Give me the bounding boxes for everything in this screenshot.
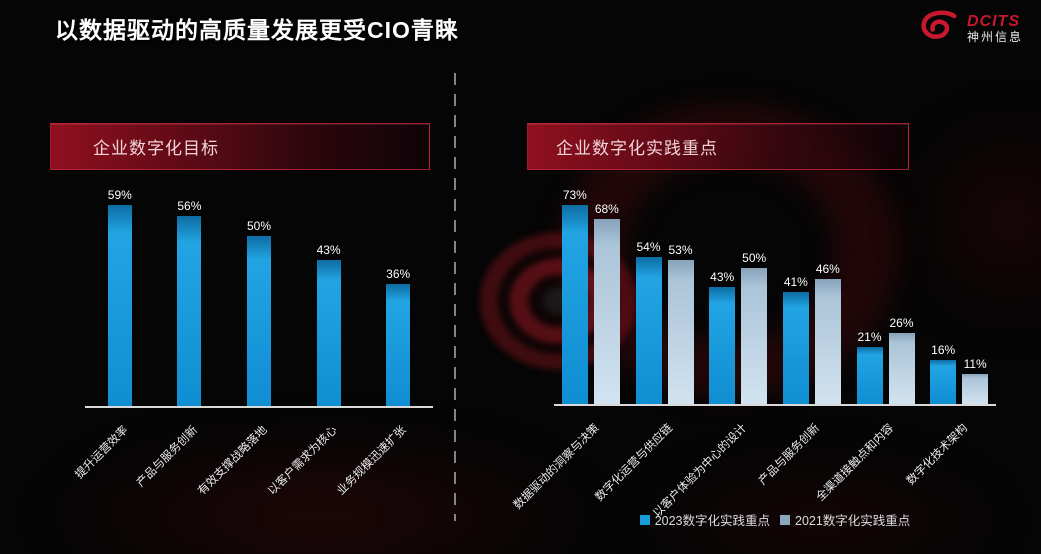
logo-brand: DCITS [966,12,1020,30]
bar-2023-1 [635,257,662,404]
legend-label: 2021数字化实践重点 [795,514,911,528]
bar-2021-0 [593,219,620,404]
bar-2021-2 [741,268,768,404]
legend-swatch-icon [780,514,790,525]
bar-value-label: 46% [815,261,840,276]
right-chart-header-banner: 企业数字化实践重点 [527,123,909,170]
bar-value-label: 56% [177,198,202,213]
bar-goal-3 [316,259,341,406]
category-label: 数据驱动的洞察与决策 [511,422,602,512]
category-label: 数字化技术架构 [904,422,970,488]
bar-value-label: 54% [636,240,661,255]
bar-value-label: 73% [562,188,587,203]
category-label: 产品与服务创新 [757,422,823,488]
legend-item-2023: 2023数字化实践重点 [639,510,770,529]
right-chart-title: 企业数字化实践重点 [556,139,718,158]
category-label: 产品与服务创新 [134,424,201,490]
company-logo: DCITS 神州信息 [917,8,1023,49]
legend-item-2021: 2021数字化实践重点 [780,510,910,529]
left-chart-header-banner: 企业数字化目标 [50,123,430,170]
bar-2021-5 [962,374,989,404]
left-chart-title: 企业数字化目标 [93,139,219,158]
bar-value-label: 36% [386,266,411,281]
bar-2023-4 [856,346,883,404]
category-label: 以客户需求为核心 [265,424,340,498]
bar-value-label: 43% [710,270,735,285]
legend-swatch-icon [639,514,650,525]
bar-value-label: 16% [931,343,956,358]
bar-value-label: 59% [107,188,132,203]
bar-2023-3 [782,292,809,404]
right-chart-category-axis: 数据驱动的洞察与决策 数字化运营与供应链 以客户体验为中心的设计 产品与服务创新 全渠道… [512,412,996,520]
category-label: 数字化运营与供应链 [593,422,676,504]
left-chart-plot-area: 59% 56% 50% 43% 36% [85,188,433,408]
category-label: 业务规模迅速扩张 [335,424,409,498]
bar-value-label: 68% [594,202,619,217]
bar-goal-2 [247,236,271,406]
bar-value-label: 41% [783,275,808,290]
bar-value-label: 50% [246,219,272,233]
dcits-swirl-icon [917,8,961,49]
logo-company: 神州信息 [966,30,1023,45]
bar-2023-5 [930,360,957,404]
bar-value-label: 11% [963,357,987,372]
bar-2021-4 [888,333,915,404]
right-chart-plot-area: 73% 68% 54% 53% 43% 50% 41% 46% 21% 26% 16% 11% [554,188,996,406]
logo-text: DCITS 神州信息 [967,13,1023,45]
bar-2023-0 [561,205,588,404]
right-chart-legend: 2023数字化实践重点 2021数字化实践重点 [554,510,996,529]
bar-value-label: 43% [316,242,341,257]
bar-2021-3 [814,278,841,404]
bar-value-label: 26% [889,316,914,331]
category-label: 全渠道接触点和内容 [814,422,897,504]
category-label: 有效支撑战略落地 [196,424,270,498]
bar-goal-4 [386,283,411,406]
bar-2023-2 [709,287,736,404]
category-label: 提升运营效率 [73,424,131,482]
bar-value-label: 21% [857,329,882,344]
page-title: 以数据驱动的高质量发展更受CIO青睐 [55,17,459,43]
legend-label: 2023数字化实践重点 [654,514,770,528]
bar-goal-1 [177,215,202,406]
bar-2021-1 [667,259,694,404]
bar-goal-0 [107,205,132,406]
bar-value-label: 50% [742,251,767,265]
vertical-dashed-divider [454,73,456,521]
bar-value-label: 53% [668,242,693,257]
left-chart-category-axis: 提升运营效率 产品与服务创新 有效支撑战略落地 以客户需求为核心 业务规模迅速扩张 [73,414,433,519]
